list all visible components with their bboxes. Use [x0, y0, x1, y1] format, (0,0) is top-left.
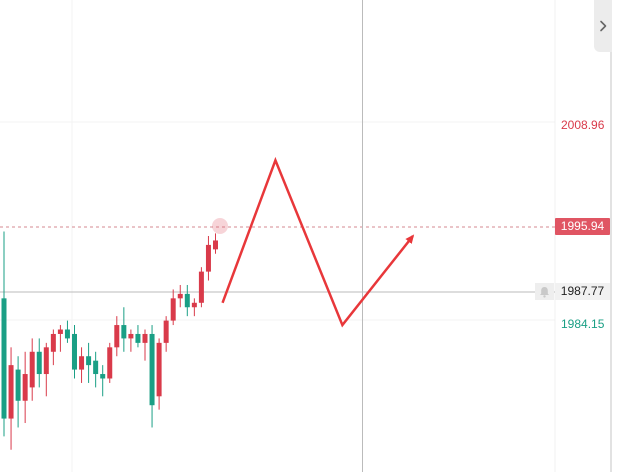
- candle: [198, 267, 204, 308]
- price-label-high: 2008.96: [561, 118, 605, 132]
- candle: [213, 233, 218, 254]
- candle: [114, 316, 120, 357]
- candle: [93, 351, 99, 388]
- candle-body: [156, 342, 162, 397]
- candle-body: [107, 347, 113, 379]
- candle: [184, 284, 190, 317]
- candle: [107, 342, 113, 383]
- candle: [135, 325, 141, 348]
- candle: [36, 338, 42, 388]
- candle-body: [121, 325, 127, 339]
- candle-body: [170, 298, 176, 321]
- candle: [149, 325, 155, 428]
- candle: [191, 298, 197, 317]
- candle-body: [86, 356, 92, 366]
- candle-body: [1, 298, 7, 419]
- candle: [100, 365, 106, 397]
- candle-body: [163, 320, 169, 343]
- candle: [170, 289, 176, 326]
- chevron-right-icon: [600, 20, 607, 32]
- current-price-badge: 1995.94: [555, 218, 610, 235]
- candle-body: [191, 302, 197, 308]
- candle-body: [43, 347, 49, 375]
- candle-body: [93, 360, 99, 375]
- candle: [156, 338, 162, 410]
- candle-body: [79, 356, 85, 370]
- grid: [0, 0, 556, 472]
- candle: [8, 347, 14, 450]
- candle-body: [57, 329, 63, 334]
- candle-body: [100, 374, 106, 379]
- candle-body: [64, 329, 70, 339]
- candle-body: [213, 240, 218, 250]
- candle: [128, 329, 134, 352]
- candle: [205, 236, 211, 281]
- candle-body: [128, 333, 134, 339]
- candle-body: [29, 351, 35, 388]
- candle: [43, 342, 49, 397]
- candle: [64, 320, 70, 343]
- price-label-low: 1984.15: [561, 317, 605, 331]
- candle-body: [15, 369, 21, 401]
- candle: [22, 351, 28, 424]
- projection-arrow[interactable]: [221, 156, 415, 328]
- candle-body: [149, 333, 155, 406]
- price-axis-border: [610, 0, 612, 472]
- candle-body: [198, 271, 204, 303]
- candle-body: [184, 293, 190, 308]
- bell-icon: [540, 286, 549, 298]
- price-alert-button[interactable]: [535, 283, 554, 300]
- candle: [50, 329, 56, 366]
- candle-body: [72, 333, 77, 370]
- candle: [121, 307, 127, 352]
- expand-panel-button[interactable]: [594, 0, 612, 52]
- last-price-pulse: [212, 218, 228, 234]
- candle-body: [22, 374, 28, 401]
- candle: [1, 231, 7, 437]
- candle: [29, 338, 35, 401]
- candle-body: [177, 293, 183, 299]
- candle-body: [205, 244, 211, 272]
- crosshair-price-label: 1987.77: [555, 283, 610, 300]
- candle: [163, 316, 169, 352]
- candle-body: [142, 333, 148, 343]
- candle: [177, 284, 183, 308]
- candle: [72, 325, 77, 379]
- candle: [57, 325, 63, 352]
- candle: [86, 342, 92, 383]
- candles: [1, 231, 218, 450]
- candle: [15, 356, 21, 428]
- candle-body: [50, 333, 56, 352]
- candle-body: [8, 365, 14, 419]
- candle-body: [135, 333, 141, 343]
- candle-body: [114, 325, 120, 348]
- candle: [79, 347, 85, 383]
- candle-body: [36, 351, 42, 375]
- candle: [142, 329, 148, 361]
